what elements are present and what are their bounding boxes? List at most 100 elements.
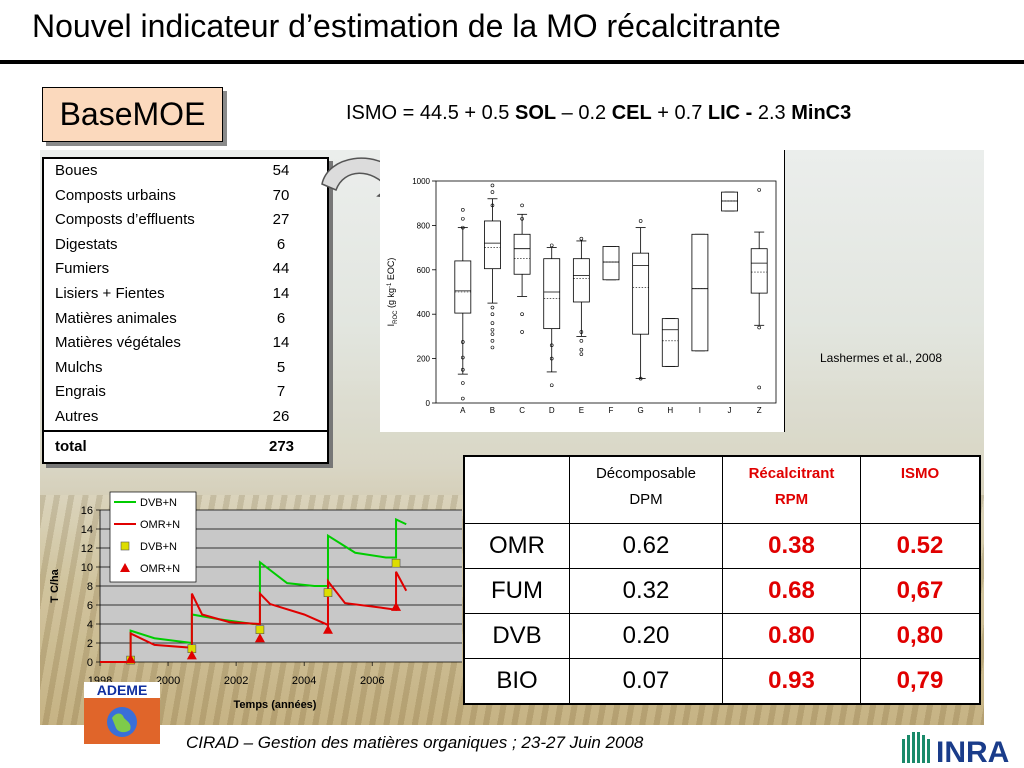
inra-logo: INRA [902,732,1009,767]
basemoe-label: BaseMOE [42,87,223,142]
table-row: Matières végétales 14 [44,331,327,356]
ylabel-unit: (g kg [386,288,396,311]
row-dpm: 0.20 [569,613,723,659]
x-tick-label: 2000 [156,675,180,687]
boxplot-frame [435,180,777,404]
formula-part-4: 2.3 [757,102,792,124]
data-point-square [391,558,401,568]
row-label: Fumiers [55,260,110,278]
box-E [572,240,590,337]
table-row: Composts d’effluents 27 [44,208,327,233]
table-row: Mulchs 5 [44,356,327,381]
y-tick-label: 600 [417,266,431,275]
slide-title: Nouvel indicateur d’estimation de la MO … [32,8,781,44]
outlier-point [490,327,495,332]
ylabel-main: I [386,324,396,327]
box-A [454,227,472,375]
inra-logo-text: INRA [936,736,1009,767]
outlier-point [579,339,584,343]
line-chart-x-axis-label: Temps (années) [234,699,317,711]
outlier-point [520,312,524,316]
box-body [543,258,561,330]
outlier-point [490,321,495,325]
formula-part-3: + 0.7 [651,102,708,124]
x-tick-label: 2006 [360,675,384,687]
outlier-point [638,219,643,223]
box-body [632,252,650,335]
formula-sol: SOL [514,102,557,124]
table-row: Digestats 6 [44,233,327,258]
box-H [661,318,679,367]
header-dpm: Décomposable DPM [569,455,723,524]
outlier-point [490,332,495,336]
outlier-point [579,330,584,334]
row-value: 14 [272,334,290,352]
header-rpm: Récalcitrant RPM [722,455,861,524]
box-body [750,248,768,294]
ismo-formula: ISMO = 44.5 + 0.5 SOL – 0.2 CEL + 0.7 LI… [346,102,851,125]
row-ismo: 0.52 [860,523,981,569]
row-rpm: 0.38 [722,523,861,569]
table-row: Lisiers + Fientes 14 [44,282,327,307]
row-label: Digestats [55,235,118,253]
outlier-point [638,376,643,381]
row-label: Boues [55,162,98,179]
outlier-point [490,312,495,316]
outlier-point [757,385,761,390]
legend-label: DVB+N [140,541,177,553]
carbon-fractions-table: Décomposable DPM Récalcitrant RPM ISMO OMR… [463,455,981,705]
outlier-point [757,188,761,192]
row-value: 44 [272,260,290,278]
outlier-point [520,216,524,221]
globe-icon [107,707,137,737]
box-body [721,191,738,212]
series-line [100,517,407,663]
table-row: BIO 0.07 0.93 0,79 [463,658,981,705]
row-rpm: 0.68 [722,568,861,614]
outlier-point [461,225,465,230]
row-value: 70 [272,186,290,204]
x-tick-label: J [728,406,732,415]
box-B [484,198,501,304]
data-point-triangle [391,601,402,611]
boxplot-axes: 0 200 400 600 800 1000 A B C D E F G H I J Z [412,177,777,415]
box-J [721,191,738,212]
data-point-triangle [125,654,136,664]
table-total-row: total 273 [44,429,327,462]
x-tick-label: A [460,406,466,415]
formula-minc3: MinC3 [791,102,852,124]
y-tick-label: 12 [81,543,93,555]
y-tick-label: 14 [81,524,93,536]
data-point-triangle [254,633,265,643]
header-rpm-line1: Récalcitrant [748,465,835,482]
y-tick-label: 6 [87,600,93,612]
table-row: Autres 26 [44,405,327,430]
row-label: Matières animales [55,309,177,327]
box-body [484,220,501,270]
x-tick-label: 2004 [292,675,316,687]
row-name: DVB [463,613,570,659]
outlier-point [549,356,554,361]
footer-text: CIRAD – Gestion des matières organiques … [186,733,644,752]
row-rpm: 0.80 [722,613,861,659]
box-C [513,213,531,297]
box-body [691,233,709,352]
y-tick-label: 8 [87,581,93,593]
row-label: Composts d’effluents [55,211,195,229]
ylabel-sup: -1 [387,282,393,288]
line-chart-y-axis-label: T C/ha [49,568,61,602]
box-G [632,227,650,379]
y-tick-label: 800 [417,221,431,230]
table-row: OMR 0.62 0.38 0.52 [463,523,981,569]
box-body [661,318,679,367]
data-point-square [323,588,333,597]
outlier-point [579,347,584,352]
box-F [602,246,620,281]
y-tick-label: 4 [87,619,93,631]
row-label: Matières végétales [55,334,181,352]
row-value: 54 [272,162,290,179]
header-dpm-line2: DPM [629,491,663,508]
outlier-point [549,343,554,348]
outlier-point [520,203,524,208]
